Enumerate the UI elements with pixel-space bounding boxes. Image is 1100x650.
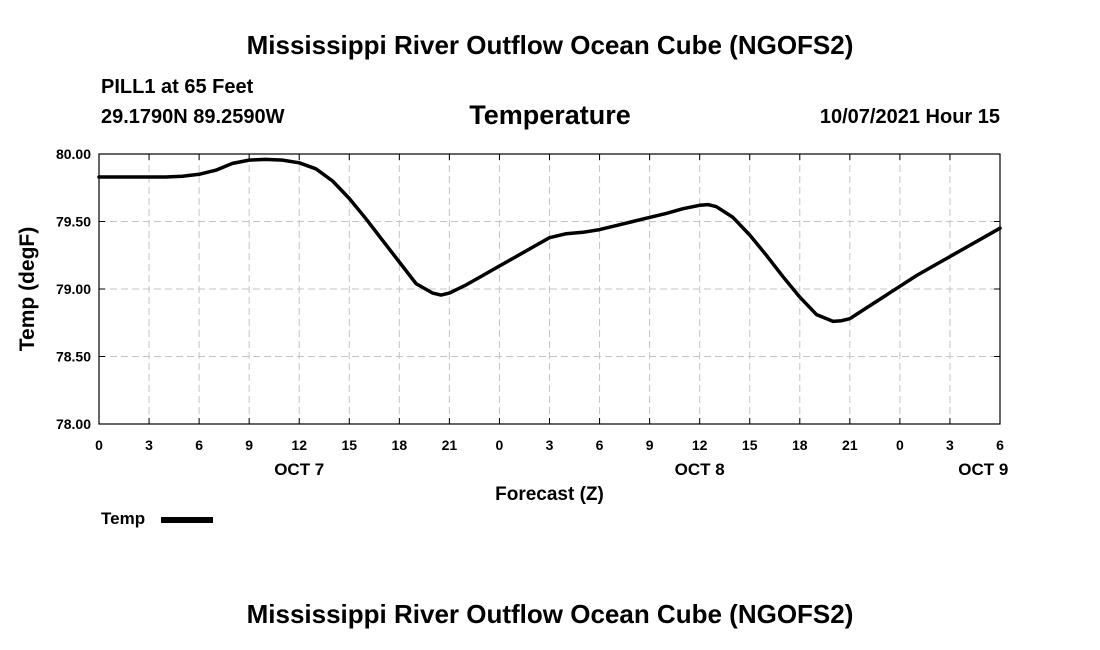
x-tick-label: 21 (442, 437, 458, 453)
x-tick-label: 0 (896, 437, 904, 453)
legend-label: Temp (101, 509, 146, 528)
x-tick-label: 3 (145, 437, 153, 453)
chart-subtitle: Temperature (469, 100, 631, 130)
x-tick-label: 6 (195, 437, 203, 453)
x-axis-label: Forecast (Z) (495, 484, 604, 505)
x-tick-label: 15 (341, 437, 357, 453)
y-tick-label: 78.00 (56, 416, 91, 432)
date-label: OCT 8 (675, 460, 725, 479)
x-tick-label: 12 (291, 437, 307, 453)
x-tick-label: 21 (842, 437, 858, 453)
date-label: OCT 7 (274, 460, 324, 479)
x-tick-label: 3 (546, 437, 554, 453)
x-tick-label: 18 (792, 437, 808, 453)
date-label: OCT 9 (958, 460, 1008, 479)
y-tick-label: 78.50 (56, 349, 91, 365)
legend-swatch (161, 517, 213, 523)
x-tick-label: 6 (596, 437, 604, 453)
x-tick-label: 15 (742, 437, 758, 453)
y-axis-label: Temp (degF) (16, 227, 39, 351)
y-tick-label: 79.50 (56, 214, 91, 230)
plot-frame (98, 153, 1001, 425)
x-tick-label: 0 (496, 437, 504, 453)
x-tick-label: 12 (692, 437, 708, 453)
chart-title: Mississippi River Outflow Ocean Cube (NG… (246, 30, 854, 60)
x-tick-label: 6 (996, 437, 1004, 453)
station-coordinates: 29.1790N 89.2590W (101, 106, 285, 128)
x-tick-label: 18 (392, 437, 408, 453)
forecast-datetime: 10/07/2021 Hour 15 (819, 106, 1000, 128)
station-label: PILL1 at 65 Feet (101, 76, 254, 98)
y-tick-label: 80.00 (56, 146, 91, 162)
footer-title: Mississippi River Outflow Ocean Cube (NG… (246, 599, 854, 629)
y-tick-label: 79.00 (56, 281, 91, 297)
temp-series-line (97, 157, 1002, 324)
x-tick-label: 0 (95, 437, 103, 453)
x-tick-label: 9 (646, 437, 654, 453)
x-tick-label: 3 (946, 437, 954, 453)
x-tick-label: 9 (245, 437, 253, 453)
